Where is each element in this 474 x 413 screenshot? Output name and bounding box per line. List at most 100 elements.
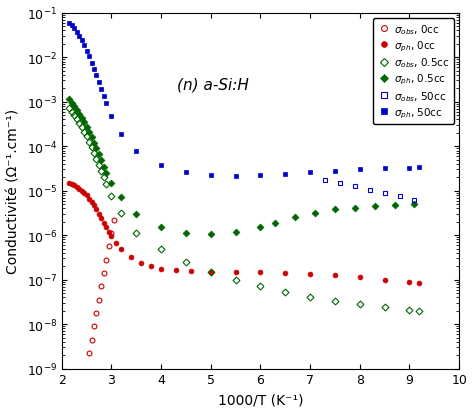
σ$_{obs}$, 0.5cc bbox=[104, 182, 109, 187]
σ$_{ph}$, 0cc bbox=[104, 225, 109, 230]
σ$_{ph}$, 0.5cc bbox=[66, 98, 72, 103]
σ$_{ph}$, 0cc bbox=[96, 212, 102, 217]
σ$_{obs}$, 50cc bbox=[322, 178, 328, 183]
σ$_{ph}$, 0.5cc bbox=[411, 202, 417, 207]
σ$_{ph}$, 0cc bbox=[357, 275, 363, 280]
σ$_{ph}$, 0.5cc bbox=[372, 204, 377, 209]
σ$_{obs}$, 50cc bbox=[367, 188, 373, 193]
σ$_{ph}$, 0cc bbox=[307, 272, 313, 277]
σ$_{obs}$, 0cc bbox=[109, 231, 114, 236]
σ$_{ph}$, 0.5cc bbox=[74, 108, 80, 113]
σ$_{ph}$, 0.5cc bbox=[91, 141, 97, 146]
σ$_{ph}$, 0.5cc bbox=[352, 206, 358, 211]
σ$_{obs}$, 0.5cc bbox=[66, 107, 72, 112]
σ$_{obs}$, 0.5cc bbox=[208, 270, 214, 275]
σ$_{ph}$, 0.5cc bbox=[71, 104, 77, 109]
σ$_{ph}$, 0cc bbox=[66, 181, 72, 186]
σ$_{ph}$, 0.5cc bbox=[84, 125, 90, 130]
σ$_{ph}$, 50cc bbox=[101, 95, 107, 100]
σ$_{ph}$, 50cc bbox=[133, 149, 139, 154]
σ$_{ph}$, 50cc bbox=[89, 61, 94, 66]
σ$_{ph}$, 50cc bbox=[109, 114, 114, 119]
σ$_{ph}$, 0cc bbox=[71, 183, 77, 188]
Legend: $\sigma_{obs}$, 0cc, $\sigma_{ph}$, 0cc, $\sigma_{obs}$, 0.5cc, $\sigma_{ph}$, 0: $\sigma_{obs}$, 0cc, $\sigma_{ph}$, 0cc,… bbox=[374, 19, 454, 125]
σ$_{ph}$, 0cc bbox=[283, 271, 288, 276]
σ$_{ph}$, 50cc bbox=[74, 30, 80, 35]
σ$_{ph}$, 50cc bbox=[84, 49, 90, 54]
σ$_{obs}$, 0.5cc bbox=[407, 308, 412, 313]
σ$_{obs}$, 0.5cc bbox=[382, 305, 387, 310]
σ$_{ph}$, 0.5cc bbox=[257, 225, 263, 230]
σ$_{obs}$, 0cc bbox=[94, 311, 100, 316]
σ$_{ph}$, 0.5cc bbox=[273, 221, 278, 225]
σ$_{ph}$, 50cc bbox=[407, 166, 412, 171]
σ$_{obs}$, 50cc bbox=[352, 184, 358, 189]
σ$_{ph}$, 0.5cc bbox=[109, 181, 114, 186]
Line: σ$_{ph}$, 0.5cc: σ$_{ph}$, 0.5cc bbox=[67, 98, 417, 237]
Y-axis label: Conductivité (Ω⁻¹.cm⁻¹): Conductivité (Ω⁻¹.cm⁻¹) bbox=[7, 109, 21, 273]
σ$_{ph}$, 0.5cc bbox=[69, 101, 74, 106]
σ$_{obs}$, 0.5cc bbox=[417, 309, 422, 313]
σ$_{ph}$, 0.5cc bbox=[81, 121, 87, 126]
σ$_{ph}$, 0.5cc bbox=[392, 203, 397, 208]
Line: σ$_{obs}$, 0cc: σ$_{obs}$, 0cc bbox=[87, 218, 116, 356]
σ$_{ph}$, 0cc bbox=[76, 187, 82, 192]
σ$_{ph}$, 0cc bbox=[233, 270, 238, 275]
σ$_{ph}$, 0.5cc bbox=[76, 112, 82, 117]
X-axis label: 1000/T (K⁻¹): 1000/T (K⁻¹) bbox=[218, 392, 303, 406]
σ$_{ph}$, 50cc bbox=[357, 167, 363, 172]
σ$_{obs}$, 0.5cc bbox=[99, 169, 104, 174]
σ$_{ph}$, 50cc bbox=[233, 174, 238, 179]
σ$_{obs}$, 0.5cc bbox=[118, 211, 124, 216]
σ$_{ph}$, 50cc bbox=[183, 170, 189, 175]
σ$_{ph}$, 0.5cc bbox=[104, 171, 109, 176]
σ$_{ph}$, 0cc bbox=[106, 230, 112, 235]
σ$_{obs}$, 0cc bbox=[104, 258, 109, 263]
σ$_{obs}$, 0.5cc bbox=[332, 298, 338, 303]
σ$_{ph}$, 0cc bbox=[99, 216, 104, 221]
σ$_{ph}$, 50cc bbox=[307, 170, 313, 175]
σ$_{ph}$, 0cc bbox=[148, 264, 154, 269]
σ$_{obs}$, 0.5cc bbox=[79, 125, 84, 130]
σ$_{ph}$, 0cc bbox=[91, 203, 97, 208]
σ$_{ph}$, 50cc bbox=[283, 172, 288, 177]
σ$_{ph}$, 50cc bbox=[96, 81, 102, 85]
σ$_{ph}$, 0cc bbox=[94, 207, 100, 212]
σ$_{ph}$, 0cc bbox=[113, 241, 119, 246]
σ$_{obs}$, 0cc bbox=[106, 244, 112, 249]
σ$_{obs}$, 50cc bbox=[337, 181, 343, 186]
σ$_{ph}$, 0cc bbox=[81, 191, 87, 196]
σ$_{obs}$, 0.5cc bbox=[96, 163, 102, 168]
σ$_{ph}$, 50cc bbox=[332, 169, 338, 174]
σ$_{ph}$, 50cc bbox=[94, 74, 100, 79]
σ$_{obs}$, 0cc bbox=[96, 297, 102, 302]
σ$_{obs}$, 0cc bbox=[86, 351, 92, 356]
σ$_{ph}$, 0.5cc bbox=[118, 195, 124, 200]
σ$_{ph}$, 0cc bbox=[407, 280, 412, 285]
σ$_{ph}$, 50cc bbox=[71, 27, 77, 32]
σ$_{obs}$, 0.5cc bbox=[101, 176, 107, 180]
σ$_{ph}$, 0.5cc bbox=[158, 225, 164, 230]
σ$_{ph}$, 50cc bbox=[257, 173, 263, 178]
σ$_{obs}$, 0.5cc bbox=[71, 113, 77, 118]
σ$_{ph}$, 0cc bbox=[86, 197, 92, 202]
σ$_{obs}$, 0.5cc bbox=[183, 260, 189, 265]
σ$_{obs}$, 0cc bbox=[111, 218, 117, 223]
σ$_{obs}$, 50cc bbox=[397, 194, 402, 199]
σ$_{obs}$, 0.5cc bbox=[307, 294, 313, 299]
σ$_{obs}$, 0.5cc bbox=[257, 284, 263, 289]
σ$_{ph}$, 0.5cc bbox=[183, 231, 189, 236]
σ$_{obs}$, 0.5cc bbox=[158, 247, 164, 252]
σ$_{ph}$, 0cc bbox=[109, 234, 114, 239]
σ$_{ph}$, 0.5cc bbox=[86, 130, 92, 135]
σ$_{ph}$, 50cc bbox=[66, 21, 72, 26]
σ$_{ph}$, 0cc bbox=[118, 247, 124, 252]
σ$_{ph}$, 0cc bbox=[382, 278, 387, 282]
σ$_{obs}$, 50cc bbox=[411, 198, 417, 203]
σ$_{ph}$, 0.5cc bbox=[312, 211, 318, 216]
σ$_{ph}$, 50cc bbox=[69, 24, 74, 28]
σ$_{ph}$, 0cc bbox=[74, 185, 80, 190]
σ$_{ph}$, 50cc bbox=[417, 165, 422, 170]
σ$_{ph}$, 0.5cc bbox=[79, 116, 84, 121]
σ$_{obs}$, 0cc bbox=[89, 337, 94, 342]
